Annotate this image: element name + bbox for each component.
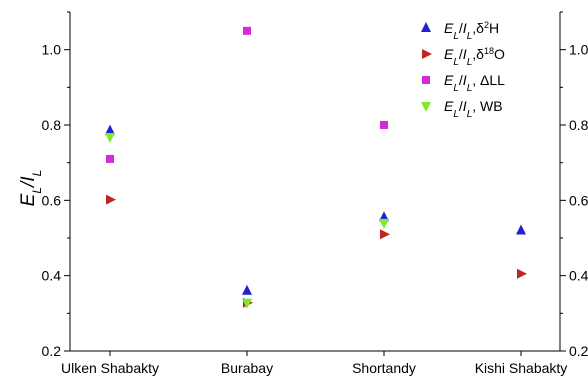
y-axis-title: EL/IL xyxy=(18,170,44,207)
left-y-tick-label: 0.6 xyxy=(42,192,62,208)
left-y-tick-label: 0.8 xyxy=(42,117,62,133)
data-point xyxy=(105,124,115,135)
x-tick-label: Burabay xyxy=(221,360,273,376)
right-y-tick-label: 0.4 xyxy=(569,268,588,284)
data-point xyxy=(517,268,527,279)
right-y-tick-label: 0.8 xyxy=(569,117,588,133)
legend-label: EL/IL,δ18O xyxy=(444,46,505,68)
legend-label: EL/IL, ΔLL xyxy=(444,72,505,94)
data-point xyxy=(106,194,116,205)
legend-marker xyxy=(421,102,431,112)
right-y-ticks: 0.2 0.4 0.6 0.8 1.0 xyxy=(560,11,588,359)
data-point xyxy=(242,298,252,309)
legend-label: EL/IL,δ2H xyxy=(444,20,499,42)
legend-marker xyxy=(422,49,432,59)
data-point xyxy=(242,284,252,295)
legend-marker xyxy=(421,22,431,32)
legend-marker xyxy=(422,76,430,84)
right-y-tick-label: 0.6 xyxy=(569,192,588,208)
data-point xyxy=(379,218,389,229)
left-y-tick-label: 1.0 xyxy=(42,42,62,58)
left-y-tick-label: 0.2 xyxy=(42,343,62,359)
data-point xyxy=(243,26,251,35)
legend-label: EL/IL, WB xyxy=(444,98,503,120)
right-y-tick-label: 1.0 xyxy=(569,42,588,58)
data-points xyxy=(105,26,527,309)
data-point xyxy=(380,229,390,240)
left-y-ticks: 0.2 0.4 0.6 0.8 1.0 xyxy=(42,11,70,359)
data-point xyxy=(105,133,115,144)
right-y-tick-label: 0.2 xyxy=(569,343,588,359)
data-point xyxy=(106,154,114,163)
x-tick-label: Ulken Shabakty xyxy=(61,360,159,376)
data-point xyxy=(379,211,389,222)
legend: EL/IL,δ2H EL/IL,δ18O EL/IL, ΔLL EL/IL, WB xyxy=(421,20,505,120)
data-point xyxy=(516,224,526,235)
x-tick-label: Kishi Shabakty xyxy=(475,360,568,376)
data-point xyxy=(380,121,388,129)
x-ticks: Ulken Shabakty Burabay Shortandy Kishi Shab… xyxy=(61,351,567,376)
x-tick-label: Shortandy xyxy=(352,360,416,376)
left-y-tick-label: 0.4 xyxy=(42,268,62,284)
